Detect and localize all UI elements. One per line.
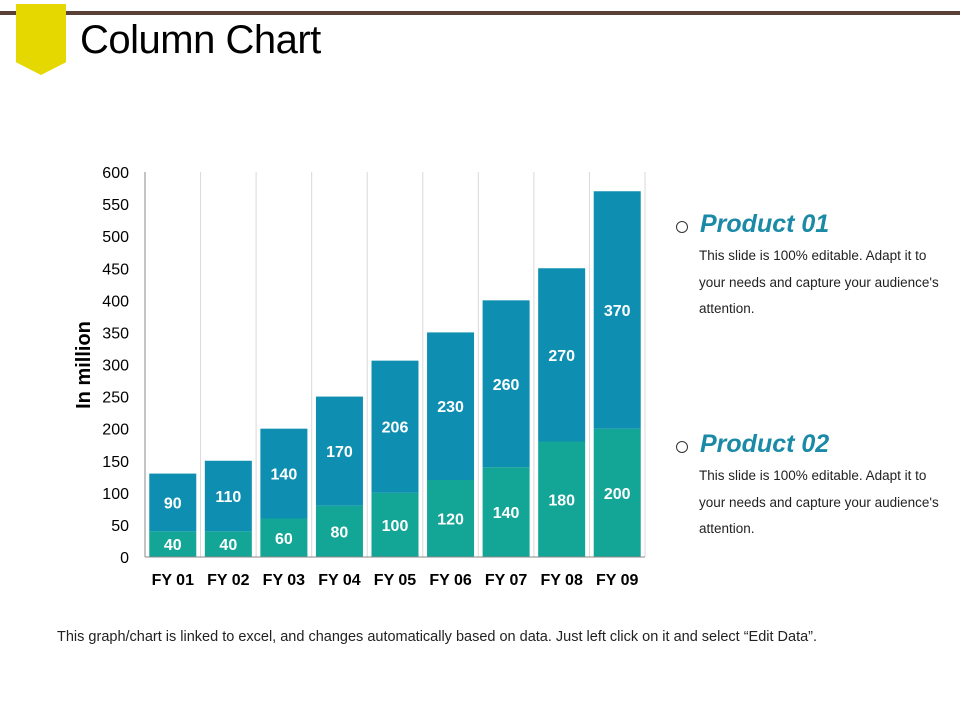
bar-segment bbox=[315, 396, 363, 506]
y-tick-label: 500 bbox=[102, 229, 129, 246]
y-tick-label: 0 bbox=[120, 550, 129, 567]
data-label: 206 bbox=[382, 420, 409, 437]
x-tick-label: FY 05 bbox=[374, 572, 417, 589]
bar-segment bbox=[593, 428, 641, 557]
legend-description: This slide is 100% editable. Adapt it to… bbox=[699, 248, 939, 316]
data-label: 80 bbox=[331, 524, 349, 541]
bar-segment bbox=[204, 460, 252, 532]
data-label: 270 bbox=[548, 348, 575, 365]
data-label: 100 bbox=[382, 518, 409, 535]
data-label: 120 bbox=[437, 512, 464, 529]
bar-segment bbox=[593, 191, 641, 429]
bar-segment bbox=[427, 332, 475, 480]
y-tick-label: 150 bbox=[102, 454, 129, 471]
bar-segment bbox=[371, 492, 419, 557]
bar-segment bbox=[149, 531, 197, 557]
data-label: 200 bbox=[604, 486, 631, 503]
bar-segment bbox=[260, 518, 308, 557]
x-tick-label: FY 04 bbox=[318, 572, 361, 589]
y-tick-label: 550 bbox=[102, 197, 129, 214]
bullet-icon bbox=[676, 220, 688, 233]
slide-title: Column Chart bbox=[80, 18, 321, 62]
x-tick-label: FY 08 bbox=[540, 572, 583, 589]
bar-segment bbox=[538, 268, 586, 442]
x-tick-label: FY 07 bbox=[485, 572, 528, 589]
x-tick-label: FY 01 bbox=[152, 572, 195, 589]
y-tick-label: 300 bbox=[102, 358, 129, 375]
top-rule bbox=[0, 11, 960, 15]
y-tick-label: 450 bbox=[102, 261, 129, 278]
data-label: 40 bbox=[164, 537, 182, 554]
data-label: 180 bbox=[548, 492, 575, 509]
bar-segment bbox=[538, 441, 586, 557]
x-tick-label: FY 03 bbox=[263, 572, 306, 589]
bar-segment bbox=[482, 467, 530, 557]
legend-name: Product 02 bbox=[700, 430, 830, 458]
data-label: 170 bbox=[326, 444, 353, 461]
bar-segment bbox=[427, 480, 475, 557]
data-label: 90 bbox=[164, 495, 182, 512]
legend-description: This slide is 100% editable. Adapt it to… bbox=[699, 468, 939, 536]
y-tick-label: 50 bbox=[111, 518, 129, 535]
title-flag-icon bbox=[16, 4, 66, 75]
bar-segment bbox=[371, 360, 419, 493]
data-label: 260 bbox=[493, 377, 520, 394]
y-tick-label: 600 bbox=[102, 165, 129, 182]
data-label: 370 bbox=[604, 303, 631, 320]
footnote: This graph/chart is linked to excel, and… bbox=[57, 629, 818, 645]
bar-segment bbox=[149, 473, 197, 532]
legend-product-02: Product 02 This slide is 100% editable. … bbox=[676, 430, 946, 543]
data-label: 60 bbox=[275, 531, 293, 548]
y-tick-label: 400 bbox=[102, 293, 129, 310]
data-label: 140 bbox=[493, 505, 520, 522]
legend-product-01: Product 01 This slide is 100% editable. … bbox=[676, 210, 946, 323]
x-tick-label: FY 02 bbox=[207, 572, 250, 589]
x-tick-label: FY 06 bbox=[429, 572, 472, 589]
bar-segment bbox=[315, 505, 363, 557]
bar-segment bbox=[482, 300, 530, 468]
bullet-icon bbox=[676, 440, 688, 453]
bar-segment bbox=[204, 531, 252, 557]
x-tick-label: FY 09 bbox=[596, 572, 639, 589]
data-label: 230 bbox=[437, 399, 464, 416]
data-label: 40 bbox=[219, 537, 237, 554]
y-tick-label: 200 bbox=[102, 422, 129, 439]
y-tick-label: 100 bbox=[102, 486, 129, 503]
y-tick-label: 350 bbox=[102, 325, 129, 342]
legend-name: Product 01 bbox=[700, 210, 830, 238]
y-tick-label: 250 bbox=[102, 390, 129, 407]
data-label: 110 bbox=[215, 489, 241, 506]
y-axis-label: In million bbox=[73, 321, 95, 409]
bar-segment bbox=[260, 428, 308, 519]
data-label: 140 bbox=[271, 467, 298, 484]
